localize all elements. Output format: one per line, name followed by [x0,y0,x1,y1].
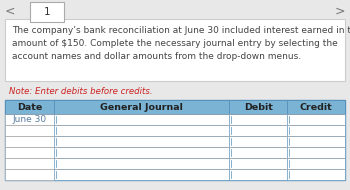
Bar [5,147,54,158]
Bar [287,158,345,169]
Bar [54,169,229,180]
Bar [229,147,287,158]
Bar [5,125,54,136]
Bar [5,158,54,169]
Text: <: < [5,5,15,17]
Bar [287,136,345,147]
Bar [5,19,345,81]
Bar [5,100,54,114]
Bar [287,125,345,136]
Bar [54,125,229,136]
Bar [229,125,287,136]
Bar [54,114,229,125]
Bar [54,100,229,114]
Bar [54,136,229,147]
Bar [287,169,345,180]
Text: Debit: Debit [244,102,273,112]
Bar [5,136,54,147]
Text: Date: Date [17,102,42,112]
Text: >: > [335,5,345,17]
Bar [229,169,287,180]
Bar [5,100,345,180]
Text: June 30: June 30 [13,115,47,124]
Bar [287,100,345,114]
Bar [54,147,229,158]
Text: Note: Enter debits before credits.: Note: Enter debits before credits. [9,87,153,96]
Bar [287,114,345,125]
Text: The company’s bank reconciliation at June 30 included interest earned in the
amo: The company’s bank reconciliation at Jun… [12,26,350,61]
Bar [229,114,287,125]
Bar [54,158,229,169]
Text: 1: 1 [44,7,50,17]
Text: General Journal: General Journal [100,102,183,112]
Bar [229,136,287,147]
Bar [5,114,54,125]
Bar [30,2,64,22]
Bar [229,100,287,114]
Text: Credit: Credit [300,102,332,112]
Bar [287,147,345,158]
Bar [229,158,287,169]
Bar [5,169,54,180]
